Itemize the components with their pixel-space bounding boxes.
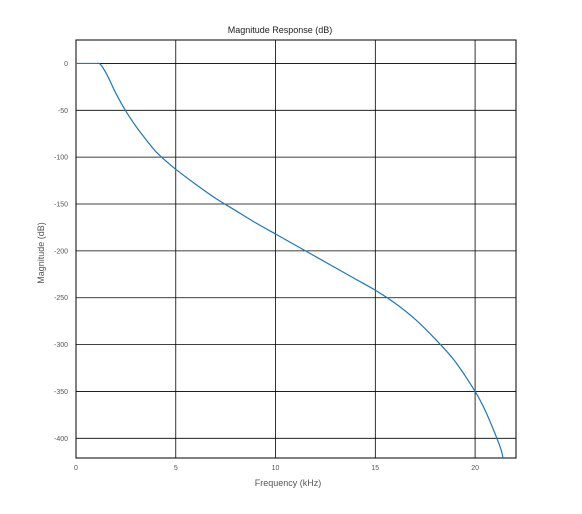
y-tick-label: -100 bbox=[54, 155, 68, 162]
x-tick-label: 5 bbox=[174, 465, 178, 472]
y-tick-label: -400 bbox=[54, 436, 68, 443]
x-tick-label: 10 bbox=[272, 465, 280, 472]
x-tick-label: 15 bbox=[371, 465, 379, 472]
x-tick-label: 20 bbox=[471, 465, 479, 472]
x-tick-label: 0 bbox=[74, 465, 78, 472]
magnitude-response-line bbox=[76, 62, 504, 459]
axis-ticks: 0 5 10 15 20 0 -50 -100 -150 -200 -250 -300 -350 -400 bbox=[54, 61, 479, 472]
y-tick-label: -150 bbox=[54, 202, 68, 209]
y-tick-label: -350 bbox=[54, 389, 68, 396]
y-tick-label: 0 bbox=[64, 61, 68, 68]
y-tick-label: -50 bbox=[58, 108, 68, 115]
x-axis-label: Frequency (kHz) bbox=[255, 478, 322, 488]
chart-title: Magnitude Response (dB) bbox=[228, 25, 333, 35]
y-tick-label: -200 bbox=[54, 248, 68, 255]
y-tick-label: -300 bbox=[54, 342, 68, 349]
y-axis-label: Magnitude (dB) bbox=[36, 222, 46, 284]
y-tick-label: -250 bbox=[54, 295, 68, 302]
grid bbox=[75, 40, 516, 458]
plot-area-frame bbox=[75, 39, 517, 459]
